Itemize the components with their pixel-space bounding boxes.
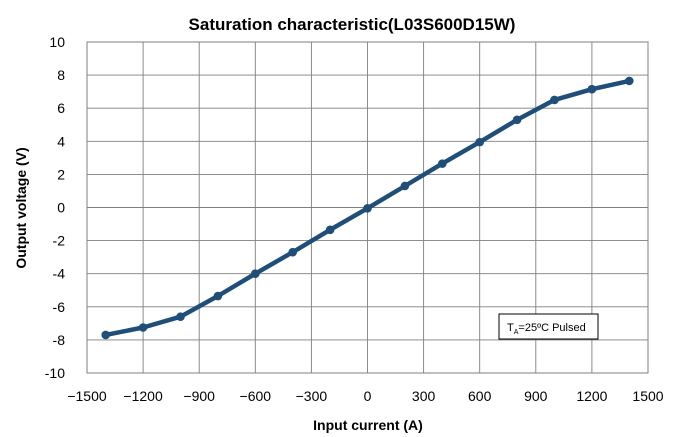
- x-tick-label: −300: [296, 388, 328, 404]
- x-tick-label: 1500: [632, 388, 663, 404]
- chart-title: Saturation characteristic(L03S600D15W): [189, 15, 516, 34]
- x-tick-label: 0: [364, 388, 372, 404]
- data-point: [512, 115, 522, 125]
- annotation-main: T: [507, 322, 514, 334]
- y-tick-label: 10: [49, 34, 65, 50]
- y-tick-label: 0: [57, 200, 65, 216]
- x-axis-title: Input current (A): [313, 417, 423, 433]
- y-tick-label: 2: [57, 166, 65, 182]
- y-axis-ticks: -10 -8 -6 -4 -2 0 2 4 6 8 10: [45, 34, 65, 381]
- data-point: [550, 95, 559, 105]
- x-tick-label: −1200: [123, 388, 163, 404]
- data-point: [438, 159, 447, 168]
- x-tick-label: 600: [468, 388, 492, 404]
- data-point: [625, 76, 634, 86]
- data-point: [363, 204, 372, 213]
- data-point: [213, 291, 223, 301]
- x-axis-ticks: −1500 −1200 −900 −600 −300 0 300 600 900 1200 1500: [67, 388, 663, 404]
- y-tick-label: 6: [57, 100, 65, 116]
- y-tick-label: -6: [53, 299, 66, 315]
- y-tick-label: -4: [53, 266, 66, 282]
- data-point: [475, 137, 485, 147]
- data-point: [101, 330, 110, 340]
- annotation-subscript: A: [514, 329, 519, 336]
- y-axis-title: Output voltage (V): [13, 147, 29, 268]
- annotation-rest: =25ºC Pulsed: [518, 322, 585, 334]
- y-tick-label: 4: [57, 133, 65, 149]
- data-point: [288, 247, 298, 257]
- y-tick-label: 8: [57, 67, 65, 83]
- data-point: [587, 84, 597, 94]
- x-tick-label: −1500: [67, 388, 107, 404]
- annotation-box: [498, 313, 599, 340]
- series-markers: [101, 76, 634, 340]
- x-tick-label: −600: [240, 388, 272, 404]
- data-point: [251, 269, 260, 279]
- x-tick-label: −900: [183, 388, 215, 404]
- data-point: [176, 312, 185, 322]
- y-tick-label: -2: [53, 233, 66, 249]
- x-tick-label: 900: [524, 388, 548, 404]
- y-tick-label: -10: [45, 365, 65, 381]
- plot-frame: [86, 41, 649, 374]
- data-point: [325, 225, 335, 235]
- data-point: [400, 181, 410, 191]
- annotation-text: TA=25ºC Pulsed: [507, 322, 586, 336]
- x-tick-label: 1200: [576, 388, 607, 404]
- annotation: TA=25ºC Pulsed: [498, 313, 599, 340]
- x-tick-label: 300: [412, 388, 436, 404]
- data-point: [138, 323, 148, 332]
- y-tick-label: -8: [53, 332, 66, 348]
